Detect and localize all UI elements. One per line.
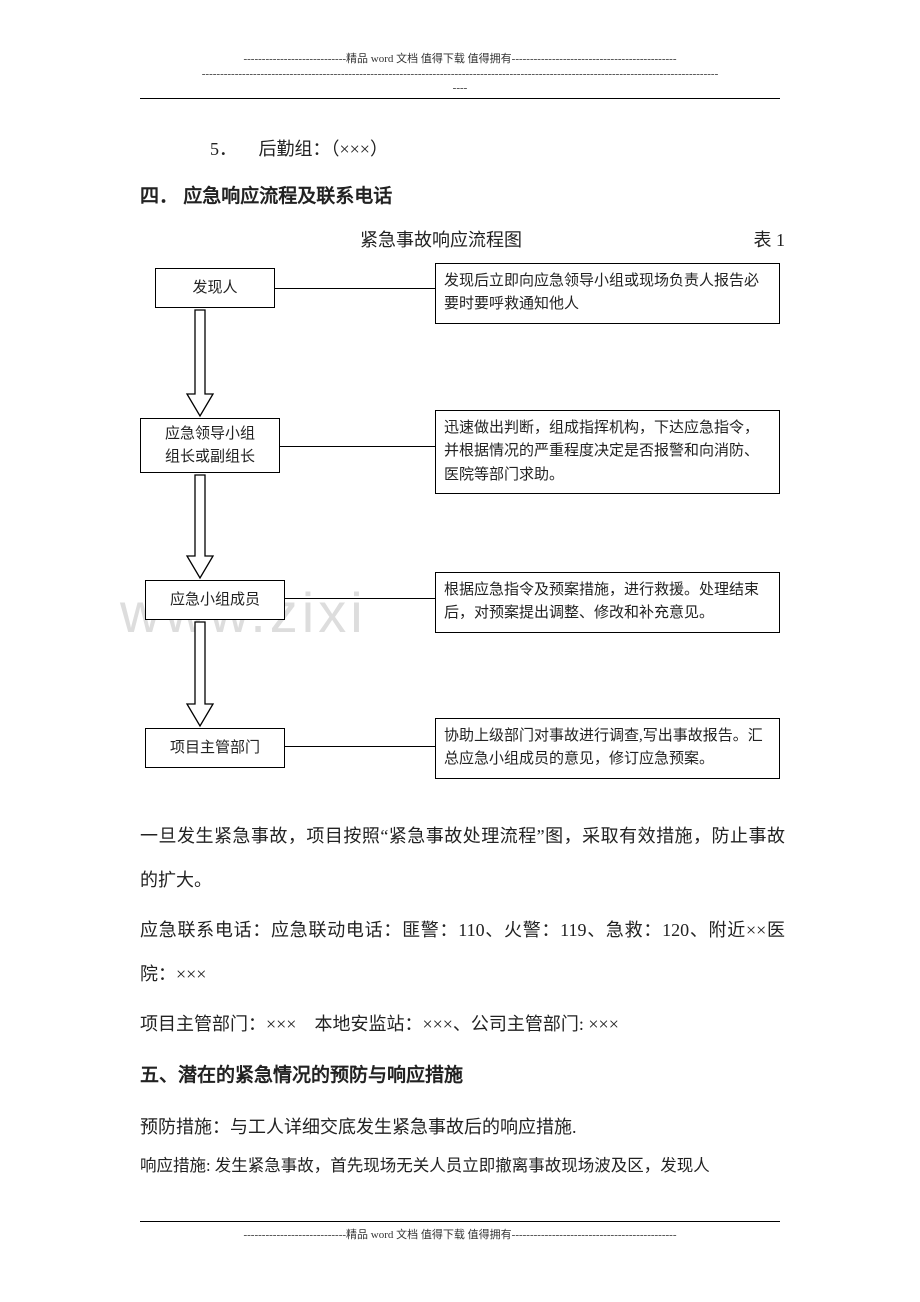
paragraph-5: 响应措施: 发生紧急事故，首先现场无关人员立即撤离事故现场波及区，发现人	[140, 1150, 785, 1181]
content-area: 5． 后勤组：（×××） 四． 应急响应流程及联系电话 紧急事故响应流程图 表 …	[140, 135, 785, 1181]
flow-connector-2	[285, 598, 435, 599]
page: ----------------------------精品 word 文档 值…	[0, 0, 920, 1302]
flow-desc-r3: 根据应急指令及预案措施，进行救援。处理结束后，对预案提出调整、修改和补充意见。	[435, 572, 780, 633]
list-item-5: 5． 后勤组：（×××）	[210, 135, 785, 161]
paragraph-2: 应急联系电话：应急联动电话：匪警：110、火警：119、急救：120、附近××医…	[140, 908, 785, 996]
figure-title: 紧急事故响应流程图	[360, 226, 522, 252]
page-footer: ----------------------------精品 word 文档 值…	[140, 1215, 780, 1242]
page-header: ----------------------------精品 word 文档 值…	[140, 50, 780, 105]
footer-divider	[140, 1221, 780, 1222]
paragraph-4: 预防措施：与工人详细交底发生紧急事故后的响应措施.	[140, 1105, 785, 1149]
figure-table-number: 表 1	[754, 226, 786, 252]
flow-arrow-0	[180, 308, 220, 418]
header-line-2: ----------------------------------------…	[140, 68, 780, 80]
list-item-number: 5．	[210, 135, 254, 161]
figure-title-row: 紧急事故响应流程图 表 1	[140, 226, 785, 252]
paragraph-3: 项目主管部门：××× 本地安监站：×××、公司主管部门: ×××	[140, 1002, 785, 1046]
flow-desc-r1: 发现后立即向应急领导小组或现场负责人报告必要时要呼救通知他人	[435, 263, 780, 324]
flow-arrow-2	[180, 620, 220, 728]
flow-arrow-1	[180, 473, 220, 580]
section-5-title: 五、潜在的紧急情况的预防与响应措施	[140, 1060, 785, 1087]
flow-connector-1	[280, 446, 435, 447]
flow-node-n4: 项目主管部门	[145, 728, 285, 768]
flow-desc-r4: 协助上级部门对事故进行调查,写出事故报告。汇总应急小组成员的意见，修订应急预案。	[435, 718, 780, 779]
flow-connector-0	[275, 288, 435, 289]
list-item-text: 后勤组：（×××）	[259, 139, 388, 159]
flow-node-n1: 发现人	[155, 268, 275, 308]
flow-node-n2: 应急领导小组 组长或副组长	[140, 418, 280, 473]
paragraph-1: 一旦发生紧急事故，项目按照“紧急事故处理流程”图，采取有效措施，防止事故的扩大。	[140, 814, 785, 902]
flowchart: 发现人应急领导小组 组长或副组长应急小组成员项目主管部门发现后立即向应急领导小组…	[140, 268, 785, 808]
header-divider	[140, 98, 780, 99]
header-line-1: ----------------------------精品 word 文档 值…	[140, 50, 780, 66]
flow-desc-r2: 迅速做出判断，组成指挥机构，下达应急指令，并根据情况的严重程度决定是否报警和向消…	[435, 410, 780, 494]
header-line-3: ----	[140, 82, 780, 94]
footer-line-1: ----------------------------精品 word 文档 值…	[140, 1226, 780, 1242]
flow-connector-3	[285, 746, 435, 747]
section-4-title: 四． 应急响应流程及联系电话	[140, 181, 785, 208]
flow-node-n3: 应急小组成员	[145, 580, 285, 620]
